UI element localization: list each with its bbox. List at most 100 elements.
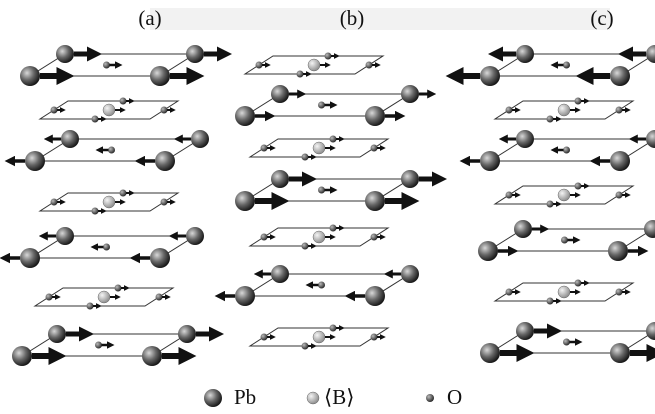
pb-icon [204,389,222,407]
b-atom [103,104,115,116]
o-atom [547,116,554,123]
o-atom [506,289,513,296]
o-atom [371,145,378,152]
pb-plane [490,139,655,161]
pb-atom [401,85,419,103]
o-atom [92,116,99,123]
pb-atom [646,130,655,148]
pb-atom [142,346,162,366]
pb-atom [610,151,630,171]
pb-atom [480,343,500,363]
pb-atom [235,286,255,306]
b-atom [103,196,115,208]
pb-plane [35,139,200,161]
pb-atom [150,248,170,268]
o-atom [120,190,127,197]
o-atom [103,62,110,69]
pb-atom [20,248,40,268]
pb-atom [610,66,630,86]
pb-atom [644,220,655,238]
o-atom [371,234,378,241]
pb-atom [365,286,385,306]
legend: Pb ⟨B⟩ O [204,385,462,409]
o-atom [325,53,332,60]
pb-atom [271,265,289,283]
pb-atom [191,130,209,148]
pb-atom [178,325,196,343]
o-atom [318,102,325,109]
o-atom [506,192,513,199]
o-atom [330,325,337,332]
o-atom [547,298,554,305]
o-atom [302,243,309,250]
o-atom [318,187,325,194]
panel-label: (a) [138,6,161,30]
pb-atom [235,106,255,126]
panel-label: (c) [590,6,613,30]
o-atom [575,280,582,287]
pb-atom [150,66,170,86]
o-atom [318,282,325,289]
pb-atom [25,151,45,171]
o-atom [506,107,513,114]
pb-atom [365,106,385,126]
o-icon [426,394,434,402]
structure [8,45,655,366]
b-atom [98,291,110,303]
o-atom [261,145,268,152]
pb-plane [245,274,410,296]
pb-atom [401,265,419,283]
o-atom [261,334,268,341]
pb-atom [514,220,532,238]
o-atom [108,147,115,154]
o-atom [575,183,582,190]
o-atom [161,107,168,114]
o-atom [261,234,268,241]
o-atom [103,244,110,251]
o-atom [297,71,304,78]
pb-atom [186,45,204,63]
o-atom [563,62,570,69]
o-atom [561,237,568,244]
pb-atom [516,322,534,340]
pb-atom [516,45,534,63]
pb-atom [12,346,32,366]
o-atom [256,62,263,69]
o-atom [51,199,58,206]
o-atom [563,147,570,154]
b-atom [313,142,325,154]
legend-label: ⟨B⟩ [324,385,354,409]
pb-atom [365,191,385,211]
o-atom [616,289,623,296]
o-atom [92,208,99,215]
pb-atom [646,322,655,340]
o-atom [330,136,337,143]
o-atom [156,294,163,301]
o-atom [330,225,337,232]
pb-atom [401,170,419,188]
o-atom [115,285,122,292]
pb-atom [48,325,66,343]
o-atom [46,294,53,301]
pb-atom [56,45,74,63]
b-icon [307,392,319,404]
b-atom [558,104,570,116]
legend-label: Pb [234,385,256,409]
o-atom [616,107,623,114]
legend-label: O [447,385,462,409]
figure: (a) (b) (c) Pb ⟨B⟩ O [0,0,655,414]
pb-atom [608,241,628,261]
o-atom [366,62,373,69]
o-atom [120,98,127,105]
pb-plane [30,236,195,258]
b-atom [313,331,325,343]
o-atom [371,334,378,341]
pb-atom [271,85,289,103]
o-atom [87,303,94,310]
pb-atom [480,66,500,86]
pb-atom [478,241,498,261]
pb-atom [271,170,289,188]
o-atom [616,192,623,199]
b-atom [558,189,570,201]
pb-atom [186,227,204,245]
